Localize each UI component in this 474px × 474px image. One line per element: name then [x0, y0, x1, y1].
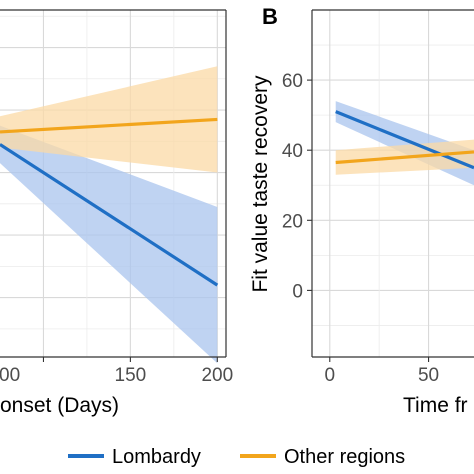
panel-b-line-lombardy	[335, 110, 474, 170]
panel-b: B 0 20 40 60 0 50 Fit value taste recovery T…	[249, 4, 474, 417]
panel-b-grid	[312, 10, 474, 357]
panel-b-background	[312, 10, 474, 357]
panel-b-y-tick-label-1: 20	[282, 211, 303, 232]
panel-b-lines	[335, 110, 474, 170]
panel-b-y-axis-title: Fit value taste recovery	[249, 75, 272, 293]
panel-b-x-axis-title: Time fr	[403, 394, 468, 417]
panel-a: 00 150 200 onset (Days)	[0, 9, 233, 417]
panel-a-line-lombardy	[0, 143, 219, 287]
panel-b-tag: B	[262, 4, 278, 29]
panel-b-x-tick-label-1: 50	[418, 365, 439, 386]
panel-b-y-tick-label-2: 40	[282, 141, 303, 162]
panel-a-x-tick-label-1: 150	[115, 365, 147, 386]
legend-label-other-regions: Other regions	[284, 446, 405, 468]
panel-a-x-tick-label-2: 200	[201, 365, 233, 386]
panel-a-line-other-regions	[0, 117, 218, 134]
panel-a-band-lombardy	[0, 125, 218, 364]
panel-b-y-ticks: 0 20 40 60	[282, 71, 312, 302]
panel-a-x-ticks: 00 150 200	[0, 357, 233, 386]
panel-b-y-tick-label-3: 60	[282, 71, 303, 92]
panel-b-x-tick-label-0: 0	[324, 365, 335, 386]
panel-b-y-tick-label-0: 0	[292, 281, 303, 302]
panel-a-bands	[0, 66, 218, 364]
panel-a-lines	[0, 117, 219, 287]
panel-a-x-axis-title: onset (Days)	[0, 394, 119, 417]
panel-b-x-ticks: 0 50	[324, 357, 439, 386]
panel-a-band-other-regions	[0, 66, 218, 173]
panel-b-line-other-regions	[335, 150, 474, 165]
panel-a-x-tick-label-0: 00	[0, 365, 20, 386]
legend: Lombardy Other regions	[68, 446, 405, 468]
legend-label-lombardy: Lombardy	[112, 446, 201, 468]
